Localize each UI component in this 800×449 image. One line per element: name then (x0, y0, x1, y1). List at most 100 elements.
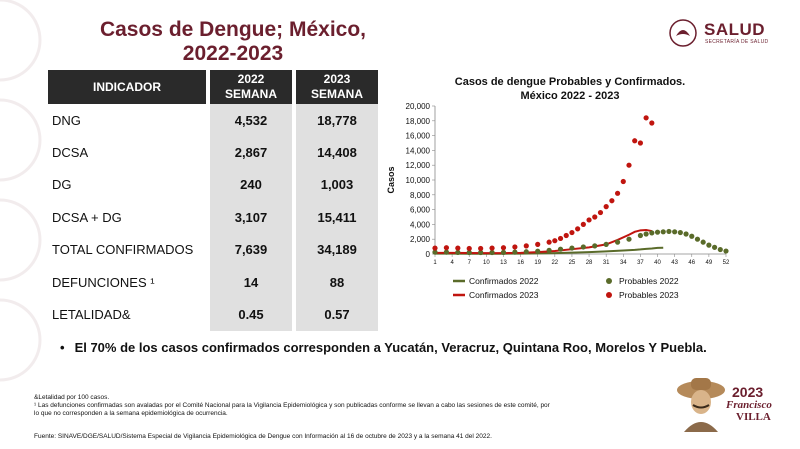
bullet-icon: • (60, 340, 65, 355)
data-point (643, 115, 649, 121)
data-point (620, 178, 626, 185)
data-point (592, 243, 598, 249)
col-2023-sub: SEMANA (310, 87, 363, 101)
value-2022: 2,867 (206, 136, 294, 169)
legend-label: Probables 2022 (619, 276, 679, 286)
row-label: DCSA + DG (52, 209, 122, 225)
data-point (683, 231, 689, 237)
data-point (614, 239, 621, 245)
data-point (552, 238, 558, 244)
x-tick-label: 46 (688, 260, 695, 266)
title-line-1: Casos de Dengue; México, (99, 18, 367, 41)
data-point (455, 249, 461, 255)
col-2022-sub: SEMANA (224, 87, 277, 101)
col-header-2023: 2023 SEMANA (292, 70, 378, 104)
data-point (478, 249, 484, 256)
data-point (666, 228, 672, 235)
data-point (489, 249, 495, 256)
x-tick-label: 37 (637, 260, 644, 266)
data-point (586, 217, 592, 223)
data-point (649, 120, 655, 126)
data-point (580, 221, 586, 227)
y-tick-label: 16,000 (406, 132, 431, 141)
x-tick-label: 13 (500, 260, 507, 266)
data-point (546, 247, 552, 253)
data-point (489, 245, 495, 251)
data-point (557, 235, 564, 242)
y-tick-label: 6,000 (410, 206, 431, 215)
x-tick-label: 7 (468, 260, 472, 266)
value-2022: 14 (206, 265, 294, 299)
data-point (700, 239, 706, 245)
data-point (557, 246, 564, 252)
col-2022-year: 2022 (237, 72, 265, 86)
y-tick-label: 20,000 (406, 102, 431, 111)
data-point (637, 232, 644, 239)
legend-label: Confirmados 2023 (469, 290, 539, 300)
eagle-emblem-icon (669, 19, 697, 47)
y-axis-label: Casos (386, 166, 396, 193)
indicator-table: INDICADOR 2022 SEMANA 2023 SEMANA DNG 4,5… (48, 70, 378, 331)
value-2022: 4,532 (206, 104, 294, 137)
data-point (546, 239, 552, 245)
col-header-2022: 2022 SEMANA (206, 70, 294, 104)
data-point (580, 244, 586, 250)
data-point (569, 229, 575, 236)
value-2023: 14,408 (292, 136, 378, 169)
col-2023-year: 2023 (323, 72, 351, 86)
table-row: LETALIDAD& 0.45 0.57 (48, 298, 378, 331)
value-2023: 18,778 (292, 104, 378, 137)
y-tick-label: 10,000 (406, 176, 431, 185)
data-point (643, 231, 649, 237)
table-row: DG 240 1,003 (48, 168, 378, 202)
portrait-icon (677, 378, 725, 432)
table-row: DCSA + DG 3,107 15,411 (48, 201, 378, 234)
data-point (512, 244, 518, 250)
data-point (632, 138, 638, 144)
data-point (609, 198, 615, 204)
data-point (677, 229, 683, 236)
footnote-1: &Letalidad por 100 casos. (34, 394, 110, 401)
row-label: TOTAL CONFIRMADOS (52, 242, 194, 258)
data-point (614, 190, 621, 196)
data-point (654, 229, 661, 235)
data-point (649, 230, 655, 236)
value-2023: 15,411 (292, 201, 378, 234)
footnote-3: lo que no corresponden a la semana epide… (34, 410, 228, 417)
table-row: TOTAL CONFIRMADOS 7,639 34,189 (48, 233, 378, 266)
value-2023: 1,003 (292, 168, 378, 202)
data-point (523, 243, 529, 249)
data-point (575, 226, 581, 232)
legend-label: Confirmados 2022 (469, 276, 539, 286)
source-note: Fuente: SINAVE/DGE/SALUD/Sistema Especia… (34, 433, 492, 440)
x-tick-label: 43 (671, 260, 678, 266)
data-point (626, 162, 632, 168)
x-tick-label: 22 (551, 260, 558, 266)
data-point (689, 233, 695, 239)
legend-swatch (606, 292, 612, 298)
y-tick-label: 18,000 (406, 117, 431, 126)
x-tick-label: 25 (569, 260, 576, 266)
data-point (500, 245, 507, 251)
row-label: DNG (52, 112, 81, 128)
badge-name-1: Francisco (726, 399, 772, 411)
x-tick-label: 34 (620, 260, 627, 266)
title-line-2: 2022-2023 (182, 42, 284, 65)
footnote-2: ¹ Las defunciones confirmadas son avalad… (34, 402, 550, 409)
data-point (443, 245, 450, 251)
data-point (432, 245, 438, 251)
data-point (711, 244, 718, 250)
y-tick-label: 14,000 (406, 146, 431, 155)
table-header-row: INDICADOR 2022 SEMANA 2023 SEMANA (48, 70, 378, 104)
chart-title-line-1: Casos de dengue Probables y Confirmados. (455, 76, 685, 88)
decorative-pattern (0, 0, 42, 382)
data-point (672, 229, 678, 235)
value-2022: 240 (206, 168, 294, 202)
table-row: DCSA 2,867 14,408 (48, 136, 378, 169)
data-point (592, 214, 598, 220)
data-point (694, 236, 701, 242)
data-point (626, 236, 632, 242)
villa-badge: 2023 Francisco VILLA (676, 372, 786, 432)
x-tick-label: 31 (603, 260, 610, 266)
data-point (603, 204, 609, 210)
